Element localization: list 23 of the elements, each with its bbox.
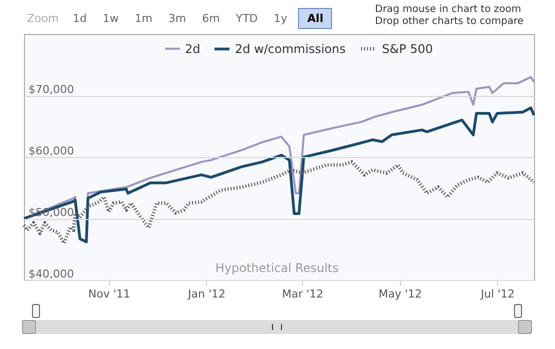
- y-tick-label: $40,000: [28, 268, 74, 280]
- text: Zoom: [26, 10, 60, 26]
- x-tick-label: Jan '12: [187, 288, 226, 300]
- text: Drop other charts to compare: [375, 16, 524, 28]
- text: 6m: [201, 10, 221, 26]
- text: YTD: [234, 10, 259, 26]
- y-tick-label: $70,000: [28, 83, 74, 96]
- annotation: Hypothetical Results: [215, 261, 339, 275]
- legend-label: S&P 500: [382, 42, 433, 56]
- text: 1y: [272, 10, 288, 26]
- legend-label: 2d w/commissions: [235, 42, 346, 56]
- text: 3m: [167, 10, 188, 26]
- x-tick-label: Jul '12: [480, 288, 515, 300]
- x-tick-label: Mar '12: [282, 288, 324, 300]
- text: 1w: [102, 10, 120, 26]
- text: All: [298, 8, 332, 28]
- text: 1m: [134, 10, 154, 26]
- legend-label: 2d: [185, 42, 200, 56]
- x-tick-label: Nov '11: [88, 288, 130, 300]
- text: 1d: [72, 10, 88, 26]
- x-tick-label: May '12: [378, 288, 422, 300]
- y-tick-label: $60,000: [28, 144, 74, 158]
- text: Drag mouse in chart to zoom: [375, 4, 522, 16]
